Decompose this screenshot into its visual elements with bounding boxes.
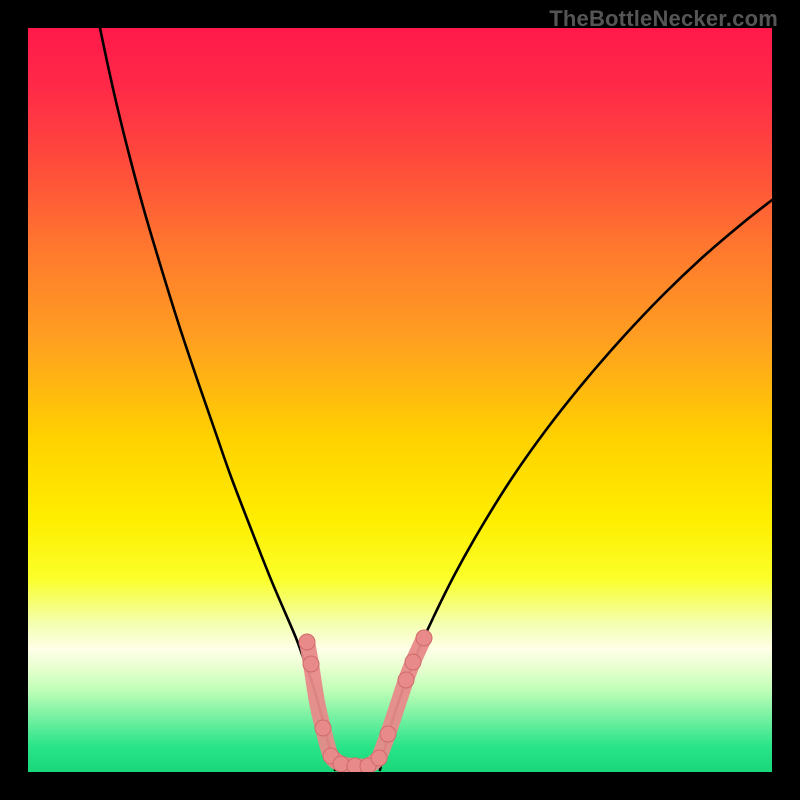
marker-dot <box>405 654 421 670</box>
chart-svg <box>28 28 772 772</box>
marker-dot <box>303 656 319 672</box>
marker-dot <box>371 750 387 766</box>
marker-dot <box>333 756 349 772</box>
marker-dot <box>416 630 432 646</box>
plot-area <box>28 28 772 772</box>
marker-dot <box>398 672 414 688</box>
marker-dot <box>299 634 315 650</box>
marker-dot <box>315 720 331 736</box>
curve-left <box>100 28 335 770</box>
watermark-text: TheBottleNecker.com <box>549 6 778 32</box>
curve-right <box>380 200 772 770</box>
marker-dot <box>380 726 396 742</box>
